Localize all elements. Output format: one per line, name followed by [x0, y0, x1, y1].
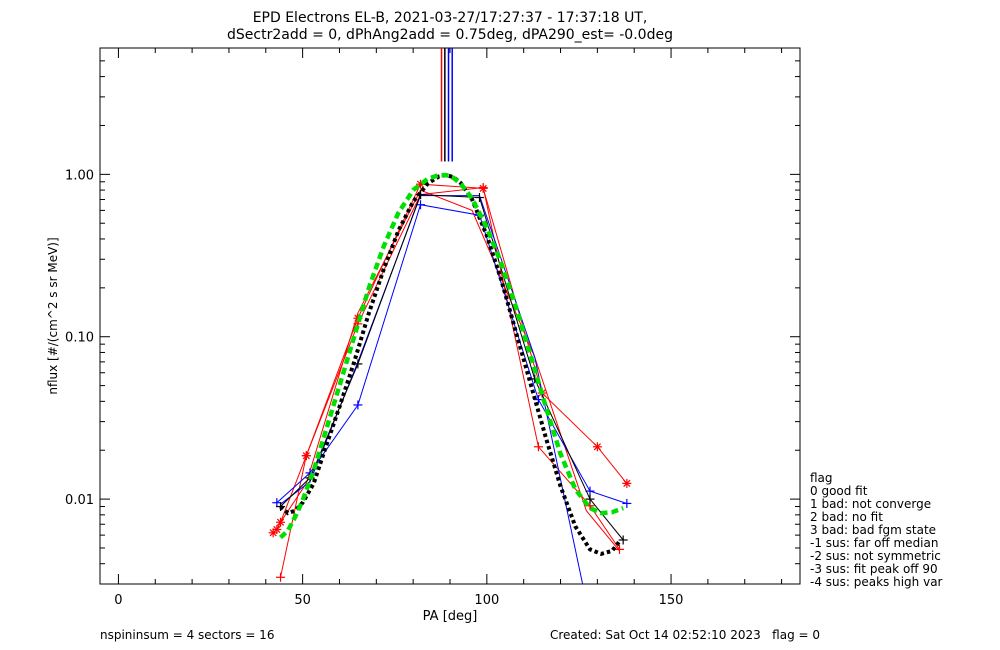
legend-item: 3 bad: bad fgm state: [810, 523, 936, 537]
data-point: [272, 524, 282, 534]
data-point: [585, 494, 595, 504]
series-line: [272, 183, 628, 534]
data-point: [622, 498, 632, 508]
legend-item: -3 sus: fit peak off 90: [810, 562, 938, 576]
x-tick-label: 0: [114, 593, 122, 608]
plot-frame: [99, 47, 801, 585]
data-point: [301, 451, 311, 461]
fit-curve-green: [278, 172, 624, 540]
data-point: [592, 442, 602, 452]
series-line: [276, 204, 627, 504]
x-tick-label: 50: [294, 593, 311, 608]
chart-subtitle: dSectr2add = 0, dPhAng2add = 0.75deg, dP…: [227, 27, 673, 43]
data-point: [478, 182, 488, 192]
series-line: [280, 194, 624, 541]
data-point: [353, 400, 363, 410]
legend-title: flag: [810, 471, 833, 485]
legend-item: 1 bad: not converge: [810, 497, 931, 511]
series-line: [280, 189, 620, 552]
flag-legend: flag 0 good fit 1 bad: not converge 2 ba…: [810, 471, 943, 589]
x-axis-label: PA [deg]: [423, 609, 478, 624]
legend-item: -2 sus: not symmetric: [810, 549, 941, 563]
y-axis-ticks: 0.01 0.10 1.00: [65, 60, 800, 565]
legend-item: -4 sus: peaks high var: [810, 575, 943, 589]
chart-title: EPD Electrons EL-B, 2021-03-27/17:27:37 …: [253, 10, 648, 26]
data-point: [272, 498, 282, 508]
data-point: [474, 193, 484, 203]
data-point: [276, 572, 286, 582]
data-point: [585, 486, 595, 496]
x-axis-ticks: 0 50 100 150: [114, 48, 783, 608]
legend-item: 0 good fit: [810, 484, 868, 498]
x-tick-label: 150: [659, 593, 684, 608]
y-tick-label: 0.01: [65, 493, 94, 508]
y-tick-label: 0.10: [65, 331, 94, 346]
y-tick-label: 1.00: [65, 168, 94, 183]
data-point: [614, 544, 624, 554]
data-series: [268, 172, 632, 584]
fit-curve-black: [279, 173, 622, 557]
footer-sector-info: nspininsum = 4 sectors = 16: [100, 628, 274, 642]
footer-created-flag: Created: Sat Oct 14 02:52:10 2023 flag =…: [550, 628, 820, 642]
legend-item: 2 bad: no fit: [810, 510, 883, 524]
y-axis-label: nflux [#/(cm^2 s sr MeV)]: [46, 237, 60, 394]
legend-item: -1 sus: far off median: [810, 536, 938, 550]
data-point: [533, 442, 543, 452]
x-tick-label: 100: [474, 593, 499, 608]
reference-lines: [440, 48, 453, 162]
data-point: [618, 535, 628, 545]
data-point: [622, 478, 632, 488]
